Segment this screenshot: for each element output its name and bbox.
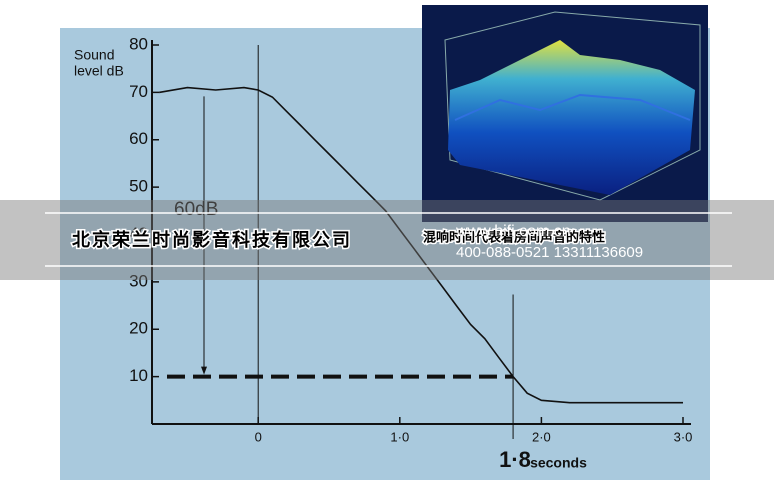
inset-3d-plot [422,5,708,222]
y-tick-label: 20 [129,319,148,338]
x-tick-label: 3·0 [674,429,693,444]
y-tick-label: 10 [129,366,148,385]
phone: 400-088-0521 13311136609 [456,244,643,261]
y-tick-label: 40 [129,224,148,243]
y-tick-label: 70 [129,82,148,101]
decay-label: 1·8 [499,447,531,472]
x-tick-label: 0 [255,429,262,444]
decay-unit: seconds [530,455,587,471]
y-tick-label: 60 [129,129,148,148]
decay-curve [158,86,683,404]
y-tick-label: 50 [129,177,148,196]
y-tick-label: 30 [129,271,148,290]
watermark-banner: 北京荣兰时尚影音科技有限公司 混响时间代表着房间声音的特性 www.hifi.c… [0,200,774,280]
x-tick-label: 1·0 [390,429,409,444]
y-label: level dB [74,63,124,79]
x-tick-label: 2·0 [532,429,551,444]
y-tick-label: 80 [129,34,148,53]
website: www.hifi.com.cn [455,223,571,240]
y-label: Sound [74,47,114,63]
company-name: 北京荣兰时尚影音科技有限公司 [72,229,352,250]
arrow-head [201,366,207,375]
annotation: 60dB [174,199,218,220]
caption: 混响时间代表着房间声音的特性 [423,229,605,244]
